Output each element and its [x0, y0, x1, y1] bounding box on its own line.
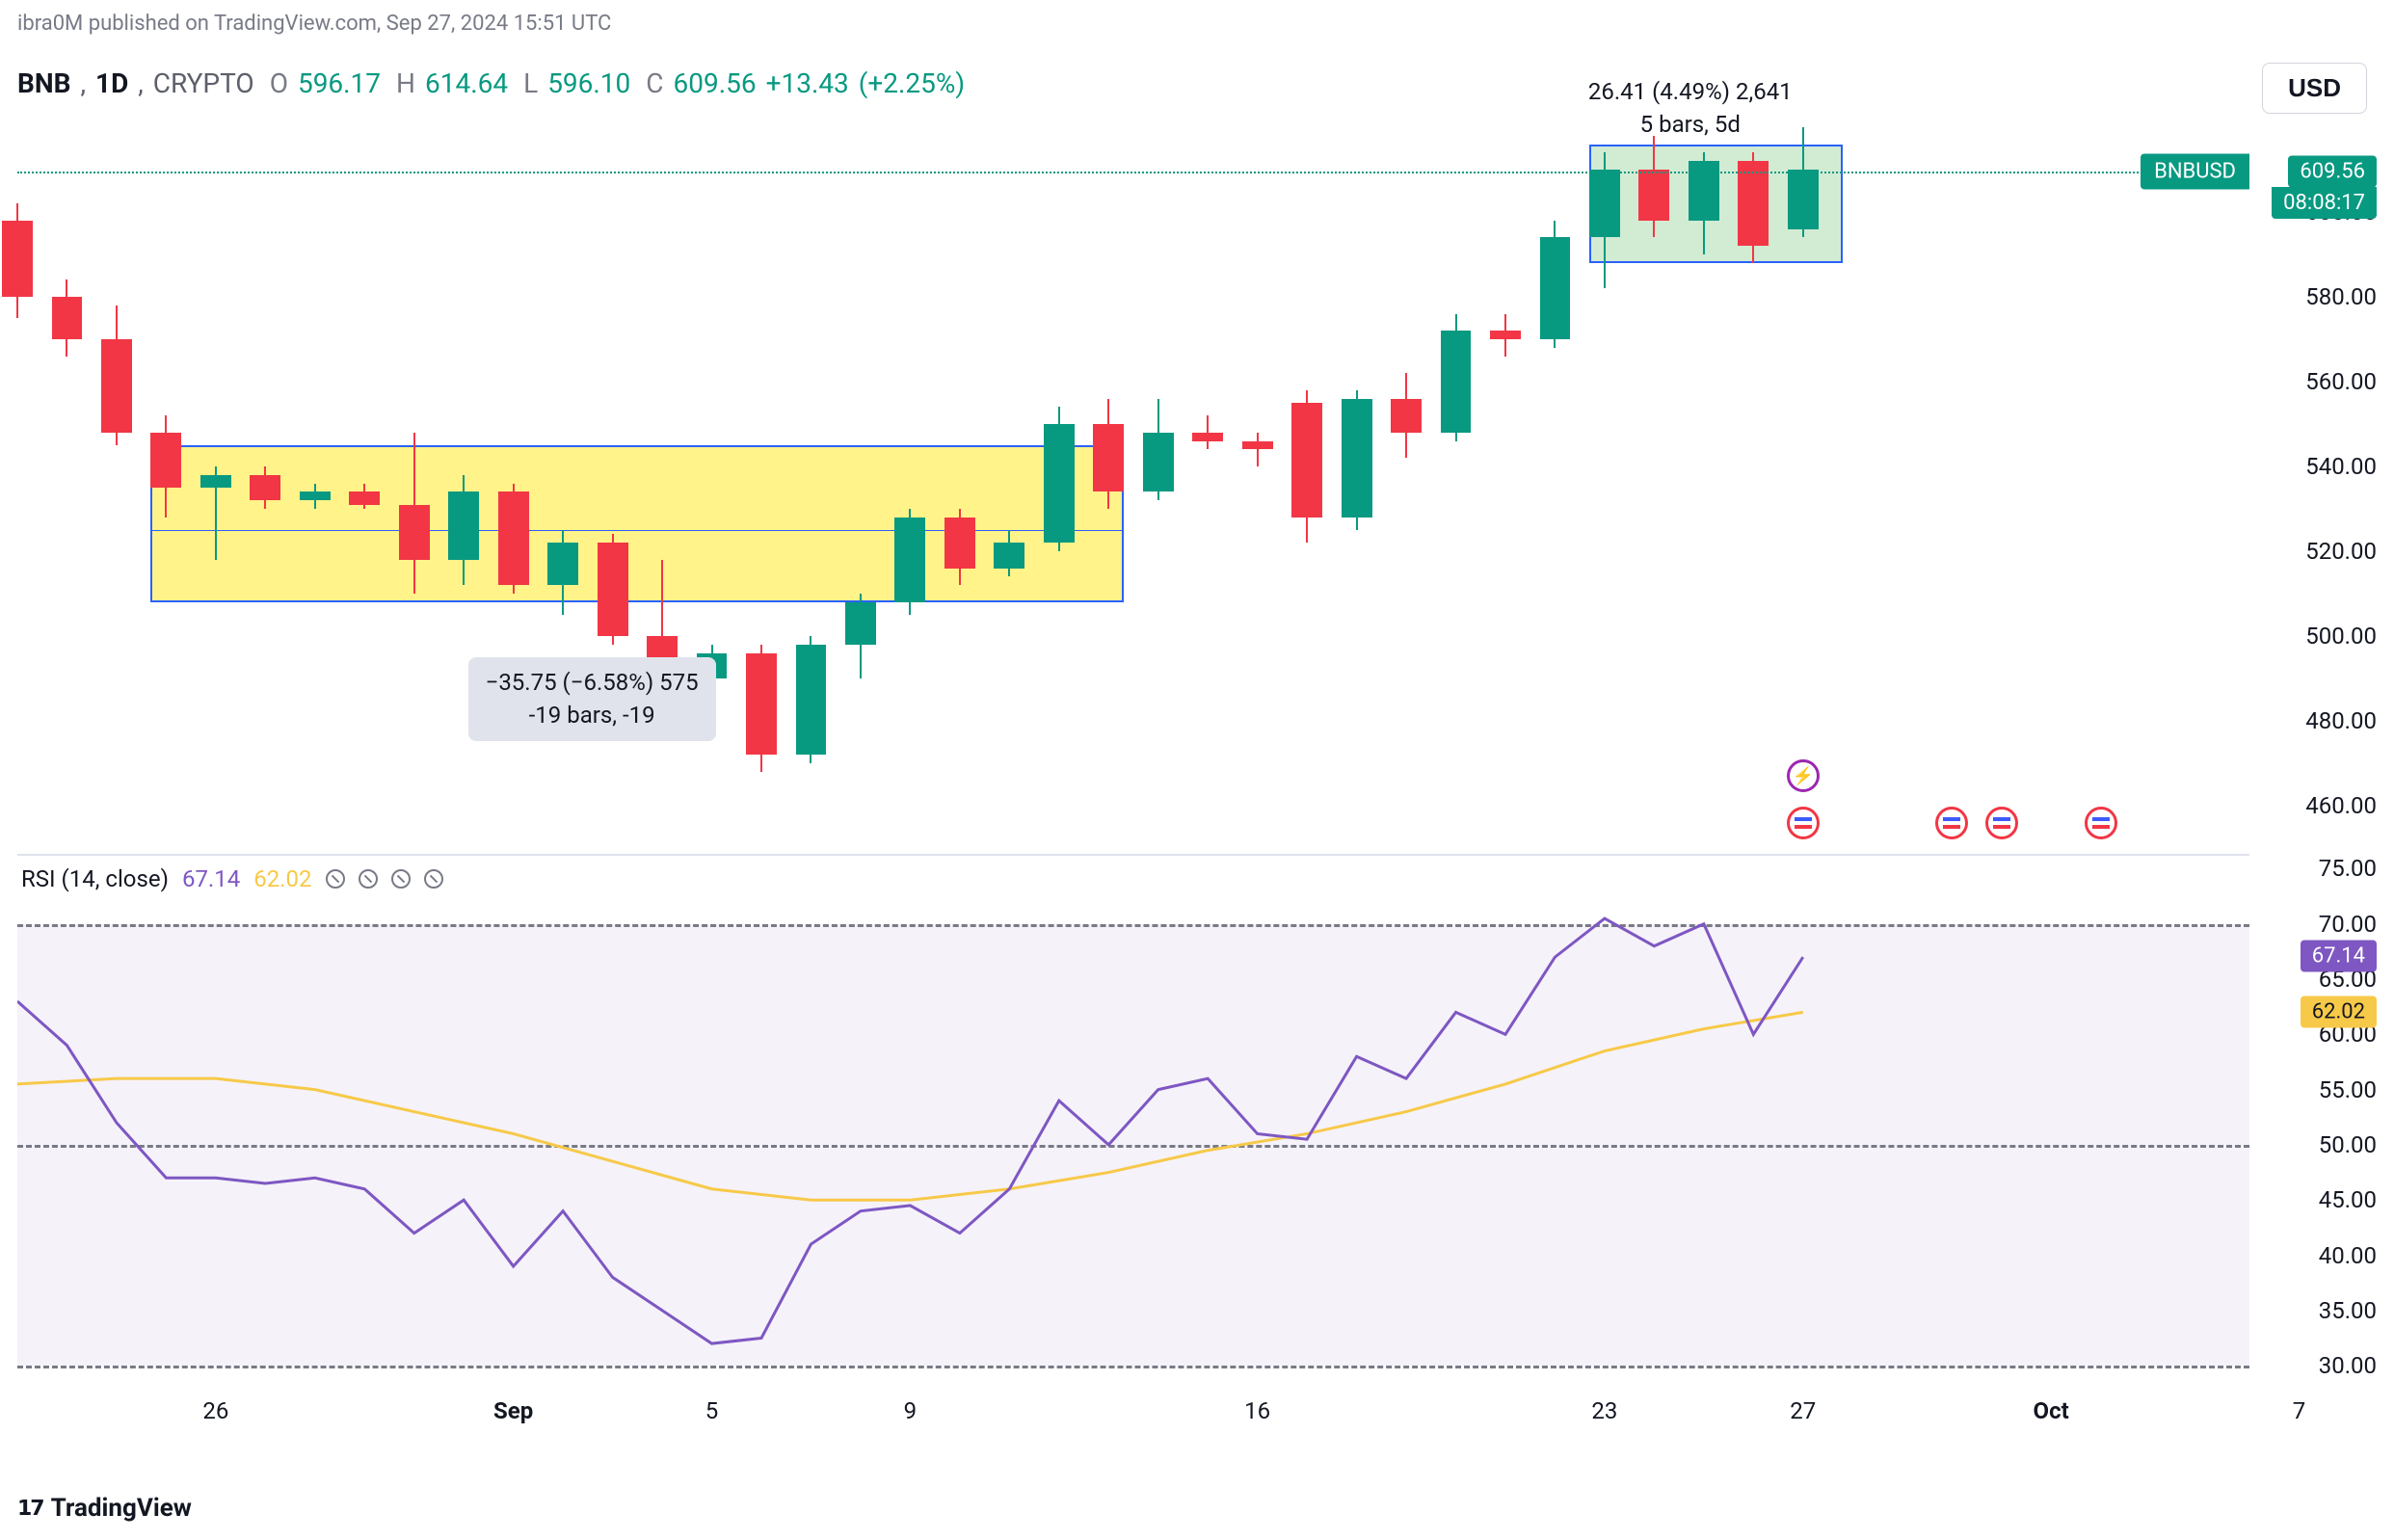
rsi-tick-label: 55.00 [2319, 1076, 2377, 1103]
time-tick-label: 7 [2293, 1397, 2306, 1424]
rsi-tick-label: 75.00 [2319, 855, 2377, 882]
attribution-text: ibra0M published on TradingView.com, Sep… [17, 12, 611, 36]
candle[interactable] [1093, 106, 1124, 848]
ohlc-low: 596.10 [547, 67, 630, 99]
exchange: CRYPTO [153, 67, 254, 99]
candle[interactable] [101, 106, 132, 848]
candle[interactable] [746, 106, 777, 848]
candle[interactable] [1291, 106, 1322, 848]
candle[interactable] [300, 106, 331, 848]
price-tick-label: 480.00 [2305, 707, 2377, 734]
current-price-line [17, 172, 2249, 173]
rsi-y-axis[interactable]: 30.0035.0040.0045.0050.0055.0060.0065.00… [2249, 858, 2394, 1388]
price-tick-label: 500.00 [2305, 623, 2377, 650]
candle[interactable] [1788, 106, 1819, 848]
chart-root: ibra0M published on TradingView.com, Sep… [0, 0, 2394, 1540]
time-tick-label: 27 [1790, 1397, 1816, 1424]
candle[interactable] [994, 106, 1024, 848]
candle[interactable] [845, 106, 876, 848]
event-flag-icon[interactable] [1787, 807, 1820, 839]
event-lightning-icon[interactable]: ⚡ [1787, 759, 1820, 792]
tradingview-logo[interactable]: 𝟭𝟳 TradingView [17, 1494, 192, 1523]
time-tick-label: 23 [1591, 1397, 1617, 1424]
price-tick-label: 540.00 [2305, 453, 2377, 480]
rsi-tick-label: 30.00 [2319, 1352, 2377, 1379]
pane-divider[interactable] [17, 854, 2249, 856]
rsi-tick-label: 45.00 [2319, 1186, 2377, 1213]
candle[interactable] [796, 106, 827, 848]
candle[interactable] [1589, 106, 1620, 848]
candle[interactable] [1044, 106, 1075, 848]
candle[interactable] [1441, 106, 1472, 848]
ohlc-open: 596.17 [298, 67, 381, 99]
candle[interactable] [150, 106, 181, 848]
price-tick-label: 520.00 [2305, 538, 2377, 565]
interval[interactable]: 1D [95, 67, 128, 99]
candle[interactable] [1638, 106, 1669, 848]
candle[interactable] [1192, 106, 1223, 848]
rsi-marker-yellow: 62.02 [2301, 996, 2377, 1028]
candle[interactable] [1143, 106, 1174, 848]
rsi-setting-icon-4[interactable] [424, 869, 443, 889]
ohlc-change-pct: (+2.25%) [859, 67, 965, 99]
candle[interactable] [399, 106, 430, 848]
candle[interactable] [1689, 106, 1719, 848]
measure-box-yellow[interactable] [150, 445, 1124, 602]
price-y-axis[interactable]: 460.00 480.00 500.00 520.00 540.00 560.00 580.… [2249, 106, 2394, 848]
ohlc-change: +13.43 [766, 67, 849, 99]
ohlc-close: 609.56 [674, 67, 757, 99]
candle[interactable] [1242, 106, 1273, 848]
rsi-tick-label: 40.00 [2319, 1242, 2377, 1269]
time-tick-label: 26 [202, 1397, 228, 1424]
time-tick-label: 5 [705, 1397, 719, 1424]
pair-label: BNBUSD [2141, 153, 2249, 189]
event-flag-icon[interactable] [1985, 807, 2018, 839]
price-tick-label: 560.00 [2305, 368, 2377, 395]
candle[interactable] [1490, 106, 1521, 848]
rsi-value-1: 67.14 [182, 865, 240, 892]
tv-mark-icon: 𝟭𝟳 [17, 1497, 43, 1521]
chart-header: BNB , 1D , CRYPTO O596.17 H614.64 L596.1… [17, 67, 965, 99]
candle[interactable] [894, 106, 925, 848]
rsi-tick-label: 35.00 [2319, 1297, 2377, 1324]
time-tick-label: Sep [493, 1397, 533, 1424]
candle[interactable] [944, 106, 975, 848]
candle[interactable] [2, 106, 33, 848]
ohlc-high: 614.64 [425, 67, 508, 99]
rsi-pane[interactable]: RSI (14, close) 67.14 62.02 [17, 858, 2249, 1388]
price-tick-label: 460.00 [2305, 792, 2377, 819]
measure-tooltip-yellow: −35.75 (−6.58%) 575-19 bars, -19 [468, 657, 716, 741]
rsi-tick-label: 70.00 [2319, 911, 2377, 938]
rsi-setting-icon-3[interactable] [391, 869, 411, 889]
time-tick-label: 16 [1244, 1397, 1270, 1424]
event-flag-icon[interactable] [1935, 807, 1968, 839]
rsi-setting-icon-2[interactable] [359, 869, 378, 889]
time-x-axis[interactable]: 26Sep59162327Oct7 [17, 1388, 2249, 1455]
price-tick-label: 580.00 [2305, 283, 2377, 310]
candle[interactable] [1342, 106, 1372, 848]
time-tick-label: Oct [2034, 1397, 2069, 1424]
rsi-value-2: 62.02 [253, 865, 311, 892]
candle[interactable] [1738, 106, 1769, 848]
symbol[interactable]: BNB [17, 67, 71, 99]
rsi-marker-purple: 67.14 [2301, 940, 2377, 971]
candle[interactable] [52, 106, 83, 848]
candle[interactable] [200, 106, 231, 848]
event-flag-icon[interactable] [2085, 807, 2117, 839]
time-tick-label: 9 [904, 1397, 918, 1424]
candle[interactable] [1391, 106, 1422, 848]
rsi-tick-label: 50.00 [2319, 1131, 2377, 1158]
rsi-header: RSI (14, close) 67.14 62.02 [21, 865, 443, 892]
rsi-label[interactable]: RSI (14, close) [21, 865, 169, 892]
measure-tooltip-green: 26.41 (4.49%) 2,6415 bars, 5d [1588, 76, 1793, 141]
countdown-timer: 08:08:17 [2272, 187, 2377, 219]
current-price-marker: 609.56 [2288, 155, 2377, 187]
rsi-setting-icon-1[interactable] [326, 869, 345, 889]
candle[interactable] [349, 106, 380, 848]
candle[interactable] [1540, 106, 1571, 848]
candle[interactable] [250, 106, 280, 848]
price-chart-pane[interactable]: −35.75 (−6.58%) 575-19 bars, -1926.41 (4… [17, 106, 2249, 848]
